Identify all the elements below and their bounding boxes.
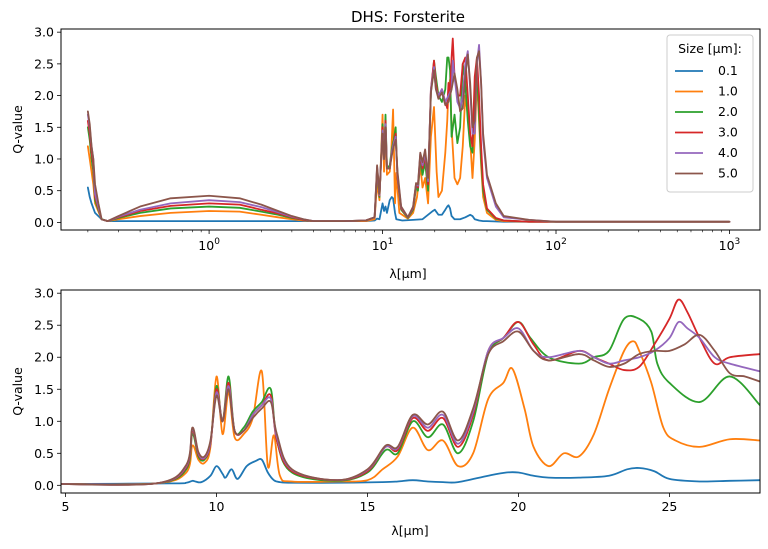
bottom-x-tick-label: 10 <box>209 499 225 514</box>
top-x-tick-label: 102 <box>545 237 567 253</box>
top-y-tick-label: 0.0 <box>34 215 54 230</box>
legend-items: 0.1 1.0 2.0 3.0 4.0 5.0 <box>675 63 738 181</box>
top-series-line-4.0 <box>86 43 731 223</box>
bottom-series-line-5.0 <box>61 330 760 486</box>
top-series-line-0.1 <box>86 186 731 223</box>
bottom-y-tick-label: 0.0 <box>34 478 54 493</box>
top-series-line-5.0 <box>86 50 731 223</box>
legend-label: 4.0 <box>718 145 738 160</box>
bottom-y-tick-label: 1.5 <box>34 382 54 397</box>
bottom-x-axis-label: λ[μm] <box>391 523 428 538</box>
top-y-tick-label: 1.0 <box>34 151 54 166</box>
top-y-tick-label: 1.5 <box>34 120 54 135</box>
bottom-y-axis-label: Q-value <box>10 367 25 416</box>
legend-label: 2.0 <box>718 104 738 119</box>
top-y-tick-label: 2.5 <box>34 56 54 71</box>
legend-label: 1.0 <box>718 84 738 99</box>
top-y-tick-label: 0.5 <box>34 183 54 198</box>
bottom-series-line-0.1 <box>61 458 760 485</box>
chart-title: DHS: Forsterite <box>351 8 465 26</box>
legend-box <box>666 34 754 193</box>
bottom-series-line-4.0 <box>61 320 760 486</box>
bottom-y-ticks: 0.0 0.5 1.0 1.5 2.0 2.5 3.0 <box>34 286 61 493</box>
bottom-plot-frame <box>60 289 761 494</box>
bottom-y-tick-label: 3.0 <box>34 286 54 301</box>
top-x-tick-label: 101 <box>372 237 394 253</box>
bottom-y-tick-label: 0.5 <box>34 446 54 461</box>
bottom-axes: 0.0 0.5 1.0 1.5 2.0 2.5 3.0 5 10 15 20 25 λ[μm] Q-… <box>10 286 761 538</box>
top-x-axis-label: λ[μm] <box>389 266 426 281</box>
bottom-series-line-3.0 <box>61 298 760 486</box>
legend-label: 5.0 <box>718 166 738 181</box>
bottom-y-tick-label: 1.0 <box>34 414 54 429</box>
legend: Size [μm]: 0.1 1.0 2.0 3.0 4.0 5.0 <box>666 34 754 193</box>
top-axes: DHS: Forsterite 0.0 0.5 1.0 1.5 2.0 2.5 3.0 10… <box>10 8 761 281</box>
top-x-tick-label: 100 <box>198 237 220 253</box>
bottom-x-tick-label: 25 <box>661 499 677 514</box>
bottom-y-tick-label: 2.0 <box>34 350 54 365</box>
top-y-axis-label: Q-value <box>10 105 25 154</box>
top-y-tick-label: 3.0 <box>34 25 54 40</box>
top-series-line-1.0 <box>86 78 731 223</box>
top-y-tick-label: 2.0 <box>34 88 54 103</box>
top-y-ticks: 0.0 0.5 1.0 1.5 2.0 2.5 3.0 <box>34 25 61 230</box>
bottom-x-ticks: 5 10 15 20 25 <box>62 493 677 514</box>
legend-label: 3.0 <box>718 125 738 140</box>
top-series-line-3.0 <box>86 37 731 223</box>
top-x-ticks: 100 101 102 103 <box>87 230 741 253</box>
bottom-x-tick-label: 20 <box>510 499 526 514</box>
top-series-group <box>86 37 731 223</box>
bottom-x-tick-label: 15 <box>360 499 376 514</box>
top-plot-frame <box>60 28 761 231</box>
bottom-series-group <box>61 298 760 486</box>
bottom-y-tick-label: 2.5 <box>34 318 54 333</box>
legend-label: 0.1 <box>718 63 738 78</box>
bottom-series-line-1.0 <box>61 340 760 486</box>
top-x-tick-label: 103 <box>719 237 741 253</box>
bottom-x-tick-label: 5 <box>62 499 70 514</box>
legend-title: Size [μm]: <box>678 41 742 56</box>
